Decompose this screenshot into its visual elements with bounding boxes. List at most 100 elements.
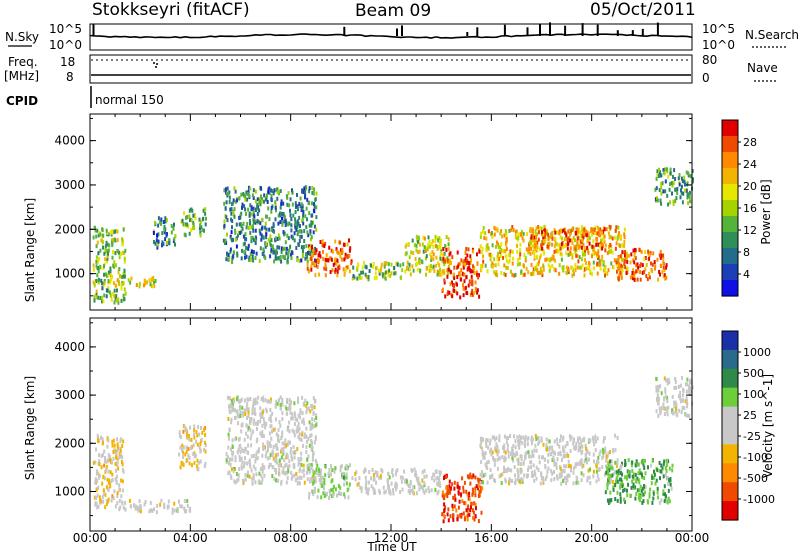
range-gate-cell xyxy=(299,415,301,420)
range-gate-cell xyxy=(623,232,626,237)
range-gate-cell xyxy=(472,490,475,495)
range-gate-cell xyxy=(600,258,603,263)
range-gate-cell xyxy=(106,256,109,261)
range-gate-cell xyxy=(469,269,472,274)
range-gate-cell xyxy=(550,468,553,473)
range-gate-cell xyxy=(308,495,310,500)
range-gate-cell xyxy=(95,501,98,506)
range-gate-cell xyxy=(119,439,122,444)
range-gate-cell xyxy=(186,215,189,219)
range-gate-cell xyxy=(565,270,568,275)
range-gate-cell xyxy=(532,473,534,478)
range-gate-cell xyxy=(463,516,466,521)
range-gate-cell xyxy=(553,476,556,481)
range-gate-cell xyxy=(268,462,271,467)
range-gate-cell xyxy=(680,188,682,193)
range-gate-cell xyxy=(311,220,314,225)
range-gate-cell xyxy=(440,251,443,256)
range-gate-cell xyxy=(539,255,541,260)
range-gate-cell xyxy=(444,294,447,299)
range-gate-cell xyxy=(319,475,322,480)
range-gate-cell xyxy=(659,254,662,258)
range-gate-cell xyxy=(551,242,554,247)
range-gate-cell xyxy=(658,188,661,192)
range-gate-cell xyxy=(464,256,467,261)
range-gate-cell xyxy=(486,269,489,274)
range-gate-cell xyxy=(254,401,257,405)
range-gate-cell xyxy=(637,265,640,270)
range-gate-cell xyxy=(138,284,141,289)
range-gate-cell xyxy=(339,485,342,490)
range-gate-cell xyxy=(662,168,665,173)
range-gate-cell xyxy=(234,199,237,204)
range-gate-cell xyxy=(428,244,431,249)
range-gate-cell xyxy=(291,236,294,241)
range-gate-cell xyxy=(527,450,530,455)
range-gate-cell xyxy=(612,448,614,452)
range-gate-cell xyxy=(286,470,289,475)
range-gate-cell xyxy=(584,249,586,253)
range-gate-cell xyxy=(344,252,347,257)
range-gate-cell xyxy=(530,235,533,240)
range-gate-cell xyxy=(317,253,320,258)
range-gate-cell xyxy=(237,233,239,238)
range-gate-cell xyxy=(617,257,620,262)
range-gate-cell xyxy=(286,442,289,447)
range-gate-cell xyxy=(534,229,537,234)
range-gate-cell xyxy=(185,449,188,454)
range-gate-cell xyxy=(314,398,317,403)
range-gate-cell xyxy=(451,294,454,299)
range-gate-cell xyxy=(532,267,535,272)
range-gate-cell xyxy=(456,484,459,489)
range-gate-cell xyxy=(463,501,466,506)
range-gate-cell xyxy=(662,265,665,270)
range-gate-cell xyxy=(243,204,246,209)
range-gate-cell xyxy=(519,468,522,473)
y-tick-label: 4000 xyxy=(54,340,85,354)
range-gate-cell xyxy=(549,265,552,270)
range-gate-cell xyxy=(569,464,572,469)
range-gate-cell xyxy=(294,478,297,483)
range-gate-cell xyxy=(290,454,293,459)
range-gate-cell xyxy=(447,237,450,242)
range-gate-cell xyxy=(592,439,595,443)
range-gate-cell xyxy=(364,272,367,277)
range-gate-cell xyxy=(479,489,482,494)
range-gate-cell xyxy=(535,437,538,442)
range-gate-cell xyxy=(474,489,477,494)
range-gate-cell xyxy=(616,498,619,503)
range-gate-cell xyxy=(237,230,240,235)
range-gate-cell xyxy=(230,202,233,207)
range-gate-cell xyxy=(168,241,171,246)
range-gate-cell xyxy=(230,467,233,472)
range-gate-cell xyxy=(422,235,425,240)
range-gate-cell xyxy=(284,463,287,468)
range-gate-cell xyxy=(190,228,193,232)
range-gate-cell xyxy=(531,470,534,475)
range-gate-cell xyxy=(664,189,667,194)
range-gate-cell xyxy=(299,224,301,228)
range-gate-cell xyxy=(271,244,274,249)
range-gate-cell xyxy=(270,197,273,202)
range-gate-cell xyxy=(279,402,282,407)
range-gate-cell xyxy=(234,237,237,242)
range-gate-cell xyxy=(474,514,477,519)
range-gate-cell xyxy=(277,213,280,218)
range-gate-cell xyxy=(491,450,494,455)
range-gate-cell xyxy=(574,263,577,268)
range-gate-cell xyxy=(601,237,604,242)
range-gate-cell xyxy=(437,238,440,243)
range-gate-cell xyxy=(577,227,580,232)
range-gate-cell xyxy=(298,432,301,437)
range-gate-cell xyxy=(159,220,162,225)
range-gate-cell xyxy=(279,423,282,428)
range-gate-cell xyxy=(595,469,598,474)
range-gate-cell xyxy=(609,490,612,495)
range-gate-cell xyxy=(123,287,126,292)
range-gate-cell xyxy=(632,248,635,253)
range-gate-cell xyxy=(438,263,441,268)
range-gate-cell xyxy=(665,263,668,268)
range-gate-cell xyxy=(686,192,689,197)
range-gate-cell xyxy=(587,438,590,442)
range-gate-cell xyxy=(561,265,564,270)
